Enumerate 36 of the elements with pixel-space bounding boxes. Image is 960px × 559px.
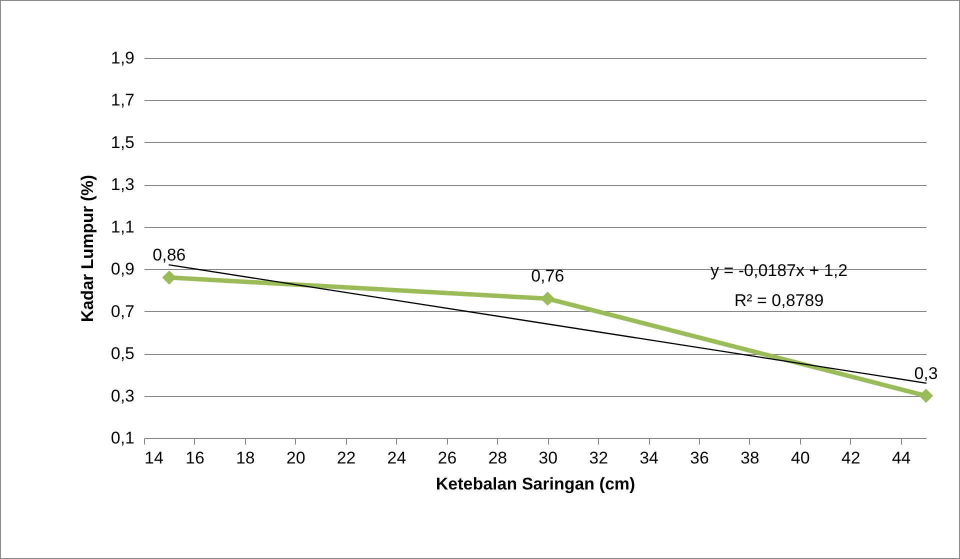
x-tick-label: 30 [538,448,558,468]
x-tick-label: 20 [286,448,306,468]
y-tick-label: 0,1 [110,428,134,448]
y-tick-label: 0,5 [110,344,134,364]
x-tick-label: 24 [387,448,406,468]
x-tick-label: 14 [144,448,164,468]
x-tick-label: 28 [488,448,508,468]
x-tick-label: 44 [892,448,911,468]
y-tick-label: 0,3 [110,386,134,406]
point [540,292,555,306]
y-tick-label: 0,7 [110,302,134,321]
y-tick-label: 1,5 [110,132,134,152]
x-tick-label: 36 [690,448,709,468]
x-tick-label: 18 [236,448,255,468]
point [162,270,176,285]
y-tick-label: 1,7 [110,90,134,110]
x-tick-label: 42 [841,448,860,468]
x-tick-label: 34 [640,448,658,468]
data-label: 0,86 [152,246,186,265]
y-tick-label: 0,9 [110,260,134,279]
data-label: 0,3 [914,364,938,383]
y-tick-label: 1,3 [110,175,134,194]
x-tick-label: 38 [740,448,760,468]
x-tick-label: 16 [185,448,204,468]
y-axis-title: Kadar Lumpur (%) [78,174,97,322]
data-label: 0,76 [531,266,564,286]
annotation: y = -0,0187x + 1,2 [710,261,848,280]
x-tick-label: 26 [438,448,457,468]
x-tick-label: 40 [790,448,810,468]
annotation: R² = 0,8789 [734,291,824,310]
point [918,388,934,403]
y-tick-label: 1,1 [110,217,134,236]
x-axis-title: Ketebalan Saringan (cm) [436,474,636,494]
y-tick-label: 1,9 [110,48,134,68]
x-tick-label: 22 [336,448,356,468]
x-tick-label: 32 [589,448,608,468]
